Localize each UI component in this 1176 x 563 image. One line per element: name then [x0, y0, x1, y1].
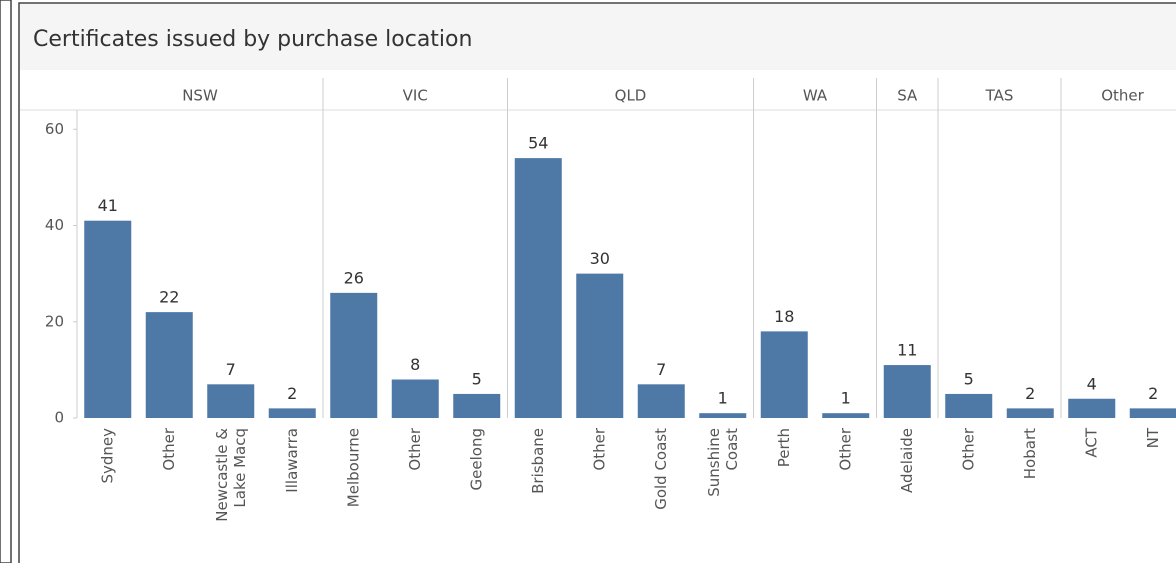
x-tick-label: ACT: [1082, 427, 1100, 457]
x-tick-label-line: Coast: [722, 428, 740, 471]
value-label: 11: [897, 341, 917, 360]
group-label: TAS: [985, 87, 1014, 105]
group-label: QLD: [615, 87, 647, 105]
group-label: Other: [1101, 87, 1144, 105]
x-tick-label: SunshineCoast: [704, 428, 740, 497]
value-label: 2: [1148, 384, 1158, 403]
value-label: 22: [159, 288, 179, 307]
value-label: 18: [774, 307, 794, 326]
bar: [330, 292, 378, 418]
bar: [760, 331, 808, 418]
x-tick-label: Other: [836, 427, 854, 470]
bar: [883, 365, 931, 418]
bar: [822, 413, 870, 418]
value-label: 2: [287, 384, 297, 403]
y-tick-label: 0: [54, 409, 64, 427]
x-tick-label: Melbourne: [344, 428, 362, 507]
x-tick-label: Hobart: [1021, 428, 1039, 479]
value-label: 30: [590, 249, 610, 268]
bar: [514, 158, 562, 418]
x-tick-label: Adelaide: [898, 428, 916, 493]
bar: [945, 393, 993, 418]
x-tick-label: Other: [406, 427, 424, 470]
value-label: 54: [528, 134, 548, 153]
group-label: NSW: [182, 87, 218, 105]
value-label: 1: [718, 389, 728, 408]
value-label: 7: [226, 360, 236, 379]
value-label: 5: [472, 369, 482, 388]
bar: [268, 408, 316, 418]
x-tick-label: Other: [160, 427, 178, 470]
x-tick-label: Perth: [775, 428, 793, 467]
x-tick-label-line: Lake Macq: [230, 428, 248, 508]
value-label: 8: [410, 355, 420, 374]
bar: [145, 312, 193, 418]
x-tick-label: Other: [959, 427, 977, 470]
title-band: [20, 4, 1176, 70]
x-tick-label-line: Sunshine: [704, 428, 722, 497]
x-tick-label-line: Newcastle &: [212, 428, 230, 522]
bar: [576, 273, 624, 418]
group-label: SA: [897, 87, 918, 105]
value-label: 41: [98, 196, 118, 215]
value-label: 7: [656, 360, 666, 379]
x-tick-label: Newcastle &Lake Macq: [212, 428, 248, 522]
bar: [453, 393, 501, 418]
bar: [391, 379, 439, 418]
x-tick-label: Sydney: [98, 428, 116, 484]
bar: [699, 413, 747, 418]
value-label: 4: [1087, 374, 1097, 393]
x-tick-label: Geelong: [467, 428, 485, 490]
x-tick-label: NT: [1144, 427, 1162, 448]
group-label: VIC: [403, 87, 428, 105]
bar: [1129, 408, 1176, 418]
bar: [1006, 408, 1054, 418]
bar: [84, 220, 132, 418]
value-label: 2: [1025, 384, 1035, 403]
x-tick-label: Brisbane: [529, 428, 547, 494]
bar: [1068, 398, 1116, 418]
value-label: 1: [841, 389, 851, 408]
x-tick-label: Illawarra: [283, 428, 301, 493]
y-tick-label: 20: [45, 312, 64, 330]
chart-title: Certificates issued by purchase location: [33, 27, 472, 52]
group-label: WA: [803, 87, 828, 105]
bar: [207, 384, 255, 418]
value-label: 26: [344, 268, 364, 287]
x-tick-label: Gold Coast: [652, 428, 670, 510]
y-tick-label: 40: [45, 216, 64, 234]
y-tick-label: 60: [45, 120, 64, 138]
value-label: 5: [964, 369, 974, 388]
bar: [637, 384, 685, 418]
x-tick-label: Other: [590, 427, 608, 470]
side-panel: [0, 0, 12, 563]
